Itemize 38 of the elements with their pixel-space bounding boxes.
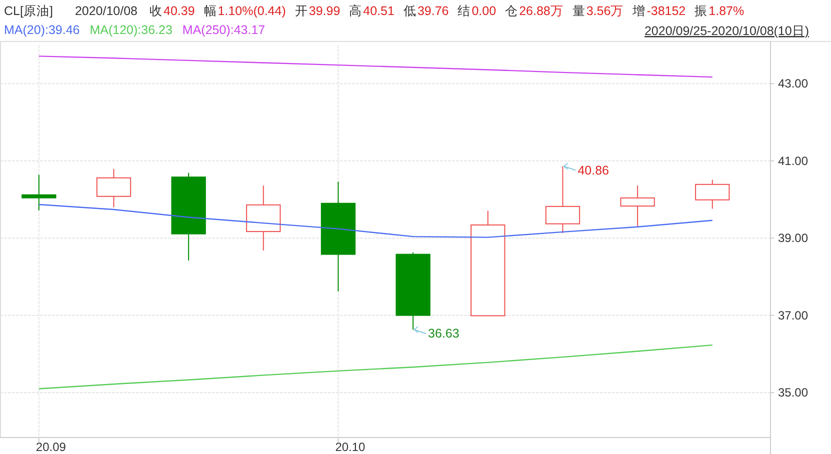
text: 开 [294,4,308,18]
text: 幅 [204,4,217,18]
line-series [38,204,713,238]
candlestick [320,181,356,292]
chart-title: CL[原油] [4,4,53,18]
text: 高 [349,3,362,18]
text: 3.56万 [586,4,624,18]
x-tick-label: 20.10 [335,440,366,454]
text: 低 [403,4,416,18]
text: 振 [694,4,708,18]
line-series [38,56,713,78]
text: 40.51 [363,4,394,18]
annotation: 36.63 [428,326,460,341]
annotation: 40.86 [578,163,610,178]
text: 1.87% [708,4,744,18]
text: 39.76 [417,4,449,18]
text: 2020/10/08 [74,4,138,18]
text: 增 [632,4,646,18]
text: 量 [572,4,586,18]
text: 收 [150,4,162,18]
text: 2020/09/25-2020/10/08(10日) [644,24,809,38]
x-tick-label: 20.09 [36,440,66,454]
candlestick [22,174,56,211]
series-label: MA(250):43.17 [182,23,266,37]
candlestick [620,185,655,228]
text: 26.88万 [519,4,564,18]
candlestick [246,185,281,251]
text: 1.10%(0.44) [218,4,286,18]
line-series [38,344,713,390]
text: 仓 [505,4,518,18]
text: 0.00 [472,4,496,18]
text: 39.99 [308,4,340,18]
candlestick [96,168,132,208]
text: MA(120):36.23 [90,23,172,37]
text: -38152 [646,4,686,18]
text: 结 [458,4,471,18]
text: 40.39 [164,4,195,18]
text: MA(20):39.46 [4,23,80,37]
